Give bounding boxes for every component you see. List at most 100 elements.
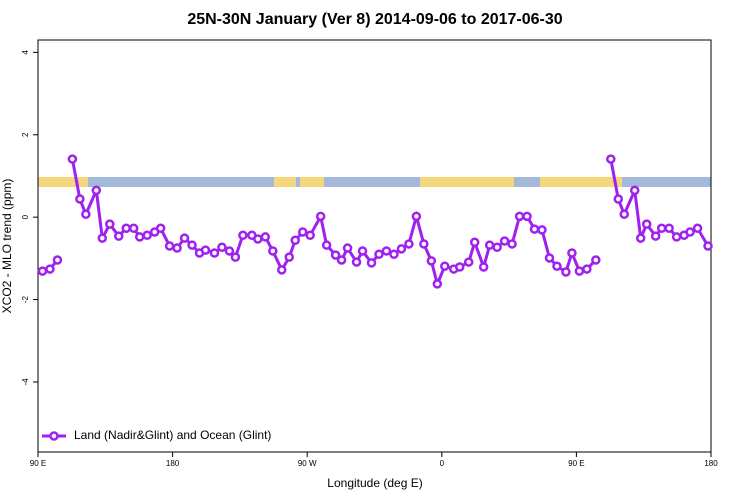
- data-point: [297, 227, 308, 237]
- data-point: [45, 264, 55, 274]
- data-point: [238, 230, 248, 241]
- data-point: [91, 185, 102, 196]
- data-point: [529, 224, 540, 234]
- data-point: [619, 209, 630, 220]
- data-point: [650, 231, 661, 241]
- data-point: [671, 232, 682, 242]
- data-point: [260, 232, 271, 242]
- data-point: [635, 233, 646, 243]
- data-point: [253, 234, 263, 244]
- data-point: [321, 240, 332, 250]
- ocean-band: [38, 177, 711, 187]
- data-point: [200, 245, 211, 255]
- land-band: [274, 177, 296, 187]
- data-point: [499, 236, 510, 246]
- chart-title: 25N-30N January (Ver 8) 2014-09-06 to 20…: [187, 11, 562, 28]
- data-point: [703, 241, 713, 251]
- plot-frame: [37, 39, 712, 453]
- data-point: [67, 154, 78, 164]
- data-point: [396, 244, 407, 254]
- data-point: [454, 262, 465, 272]
- data-point: [582, 264, 592, 274]
- data-point: [404, 239, 414, 249]
- data-point: [52, 255, 63, 265]
- data-point: [685, 227, 695, 237]
- data-point: [209, 248, 220, 258]
- land-band: [38, 177, 88, 187]
- data-point: [411, 211, 422, 222]
- legend-label: Land (Nadir&Glint) and Ocean (Glint): [74, 428, 271, 442]
- data-point: [155, 223, 166, 234]
- data-point: [305, 230, 315, 241]
- y-tick-label: 2: [21, 132, 30, 137]
- data-point: [224, 246, 235, 256]
- y-axis-label: XCO2 - MLO trend (ppm): [0, 179, 14, 314]
- data-point: [492, 242, 502, 252]
- data-point: [469, 237, 480, 248]
- data-point: [315, 211, 326, 222]
- x-tick-label: 90 W: [298, 459, 317, 468]
- data-point: [613, 194, 624, 204]
- data-point: [478, 262, 489, 272]
- data-point: [134, 232, 145, 242]
- data-point: [463, 257, 474, 267]
- data-point: [172, 243, 182, 253]
- data-point: [284, 252, 295, 262]
- x-tick-label: 90 E: [568, 459, 584, 468]
- data-point: [37, 266, 48, 276]
- legend-marker: [49, 431, 59, 441]
- data-point: [389, 249, 399, 259]
- data-point: [561, 267, 571, 277]
- data-point: [142, 230, 152, 241]
- data-point: [664, 223, 674, 234]
- data-point: [692, 223, 703, 234]
- data-point: [351, 257, 362, 267]
- data-point: [432, 279, 443, 289]
- data-point: [606, 154, 616, 164]
- data-point: [507, 239, 517, 249]
- data-point: [336, 255, 347, 265]
- data-point: [440, 261, 450, 271]
- data-point: [656, 223, 667, 234]
- x-tick-label: 90 E: [30, 459, 46, 468]
- y-tick-label: 0: [21, 214, 30, 219]
- data-point: [342, 243, 353, 253]
- x-tick-label: 180: [166, 459, 180, 468]
- data-point: [537, 225, 547, 235]
- data-point: [179, 233, 190, 243]
- data-point: [641, 219, 652, 229]
- land-band: [420, 177, 514, 187]
- data-point: [75, 194, 85, 204]
- data-point: [277, 265, 287, 275]
- data-point: [81, 209, 91, 220]
- data-point: [366, 258, 377, 268]
- data-point: [268, 246, 278, 256]
- data-point: [552, 261, 562, 271]
- y-tick-label: 4: [21, 50, 30, 55]
- data-point: [591, 255, 601, 265]
- data-point: [522, 211, 532, 222]
- data-point: [567, 248, 577, 258]
- data-point: [629, 185, 640, 196]
- data-point: [97, 233, 108, 243]
- land-band: [300, 177, 324, 187]
- y-tick-label: -2: [21, 295, 30, 303]
- data-point: [381, 246, 392, 256]
- x-tick-label: 0: [440, 459, 445, 468]
- data-point: [164, 241, 175, 251]
- data-point: [121, 223, 131, 234]
- data-point: [105, 219, 115, 229]
- data-point: [374, 249, 384, 259]
- data-point: [574, 266, 585, 276]
- data-point: [230, 252, 241, 262]
- data-point: [187, 240, 197, 250]
- data-point: [114, 231, 124, 241]
- data-point: [330, 250, 341, 260]
- data-point: [128, 223, 139, 234]
- land-band: [540, 177, 622, 187]
- land-ocean-strip: [38, 177, 711, 187]
- data-point: [290, 235, 300, 245]
- data-point: [426, 256, 437, 266]
- data-point: [544, 253, 555, 263]
